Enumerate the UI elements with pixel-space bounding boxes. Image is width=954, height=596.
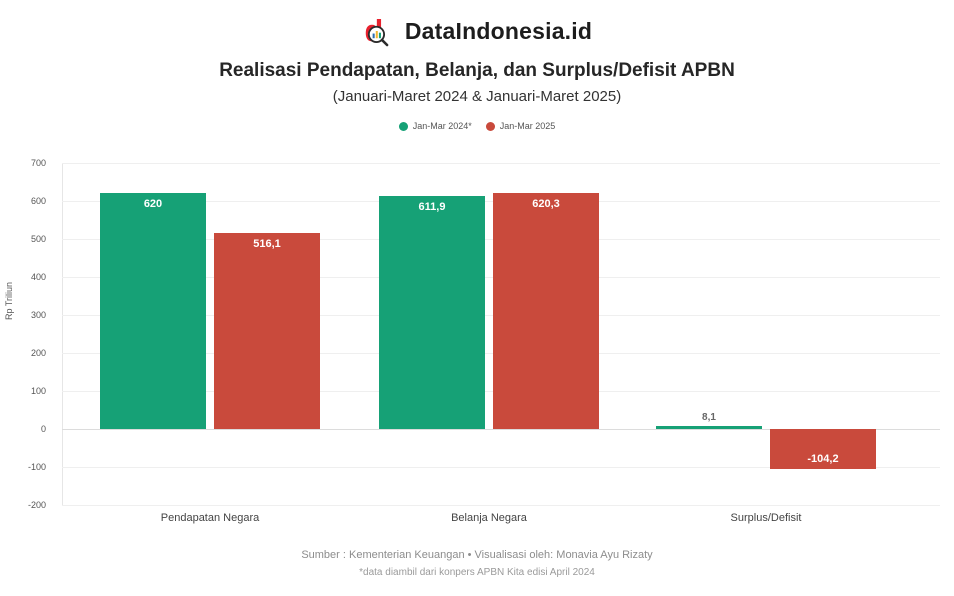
bar-value-label: -104,2 (807, 452, 839, 465)
y-tick-label: 0 (40, 424, 46, 434)
legend-item: Jan-Mar 2025 (485, 121, 556, 131)
bar-jan-mar-2025-surplus-defisit (770, 429, 876, 469)
legend-label: Jan-Mar 2024* (412, 121, 472, 131)
y-axis-ticks: -200 -100 0 100 200 300 400 500 600 700 (0, 158, 54, 510)
y-tick-label: 300 (30, 310, 46, 320)
y-tick-label: 200 (30, 348, 46, 358)
y-tick-label: 500 (30, 234, 46, 244)
bar-chart-plot: 620 516,1 611,9 620,3 8,1 -104,2 (62, 163, 940, 506)
legend-item: Jan-Mar 2024* (398, 121, 472, 131)
gridline (62, 163, 940, 164)
y-tick-label: -100 (27, 462, 46, 472)
legend-label: Jan-Mar 2025 (499, 121, 556, 131)
brand-name: DataIndonesia.id (404, 17, 593, 44)
gridline (62, 505, 940, 506)
bar-value-label: 8,1 (702, 411, 716, 423)
y-tick-label: 700 (30, 158, 46, 168)
bar-jan-mar-2024--surplus-defisit (656, 425, 762, 429)
bar-value-label: 611,9 (418, 201, 446, 214)
x-axis-labels: Pendapatan Negara Belanja Negara Surplus/D… (62, 512, 940, 528)
bar-value-label: 620 (143, 198, 163, 211)
bar-jan-mar-2025-pendapatan-negara (214, 232, 320, 429)
bar-jan-mar-2024--belanja-negara (379, 196, 485, 429)
page-subtitle: (Januari-Maret 2024 & Januari-Maret 2025… (332, 88, 622, 105)
source-text: Sumber : Kementerian Keuangan • Visualis… (301, 549, 653, 561)
bar-jan-mar-2025-belanja-negara (493, 193, 599, 429)
y-tick-label: 600 (30, 196, 46, 206)
y-axis-line (62, 163, 63, 505)
brand-header: d DataIndonesia.id (0, 14, 954, 48)
x-category-label: Belanja Negara (451, 512, 527, 524)
y-tick-label: -200 (27, 500, 46, 510)
chart-legend: Jan-Mar 2024* Jan-Mar 2025 (0, 121, 954, 131)
bar-value-label: 516,1 (253, 237, 281, 250)
x-category-label: Surplus/Defisit (730, 512, 802, 524)
gridline (62, 467, 940, 468)
y-tick-label: 100 (30, 386, 46, 396)
footnote-text: *data diambil dari konpers APBN Kita edi… (359, 567, 595, 578)
dataindonesia-logo-icon: d (364, 14, 389, 48)
legend-swatch-icon (485, 121, 495, 131)
page-title: Realisasi Pendapatan, Belanja, dan Surpl… (219, 60, 735, 81)
x-category-label: Pendapatan Negara (160, 512, 260, 524)
bar-value-label: 620,3 (532, 198, 560, 211)
legend-swatch-icon (398, 121, 408, 131)
zero-gridline (62, 429, 940, 430)
y-tick-label: 400 (30, 272, 46, 282)
bar-jan-mar-2024--pendapatan-negara (100, 193, 206, 429)
